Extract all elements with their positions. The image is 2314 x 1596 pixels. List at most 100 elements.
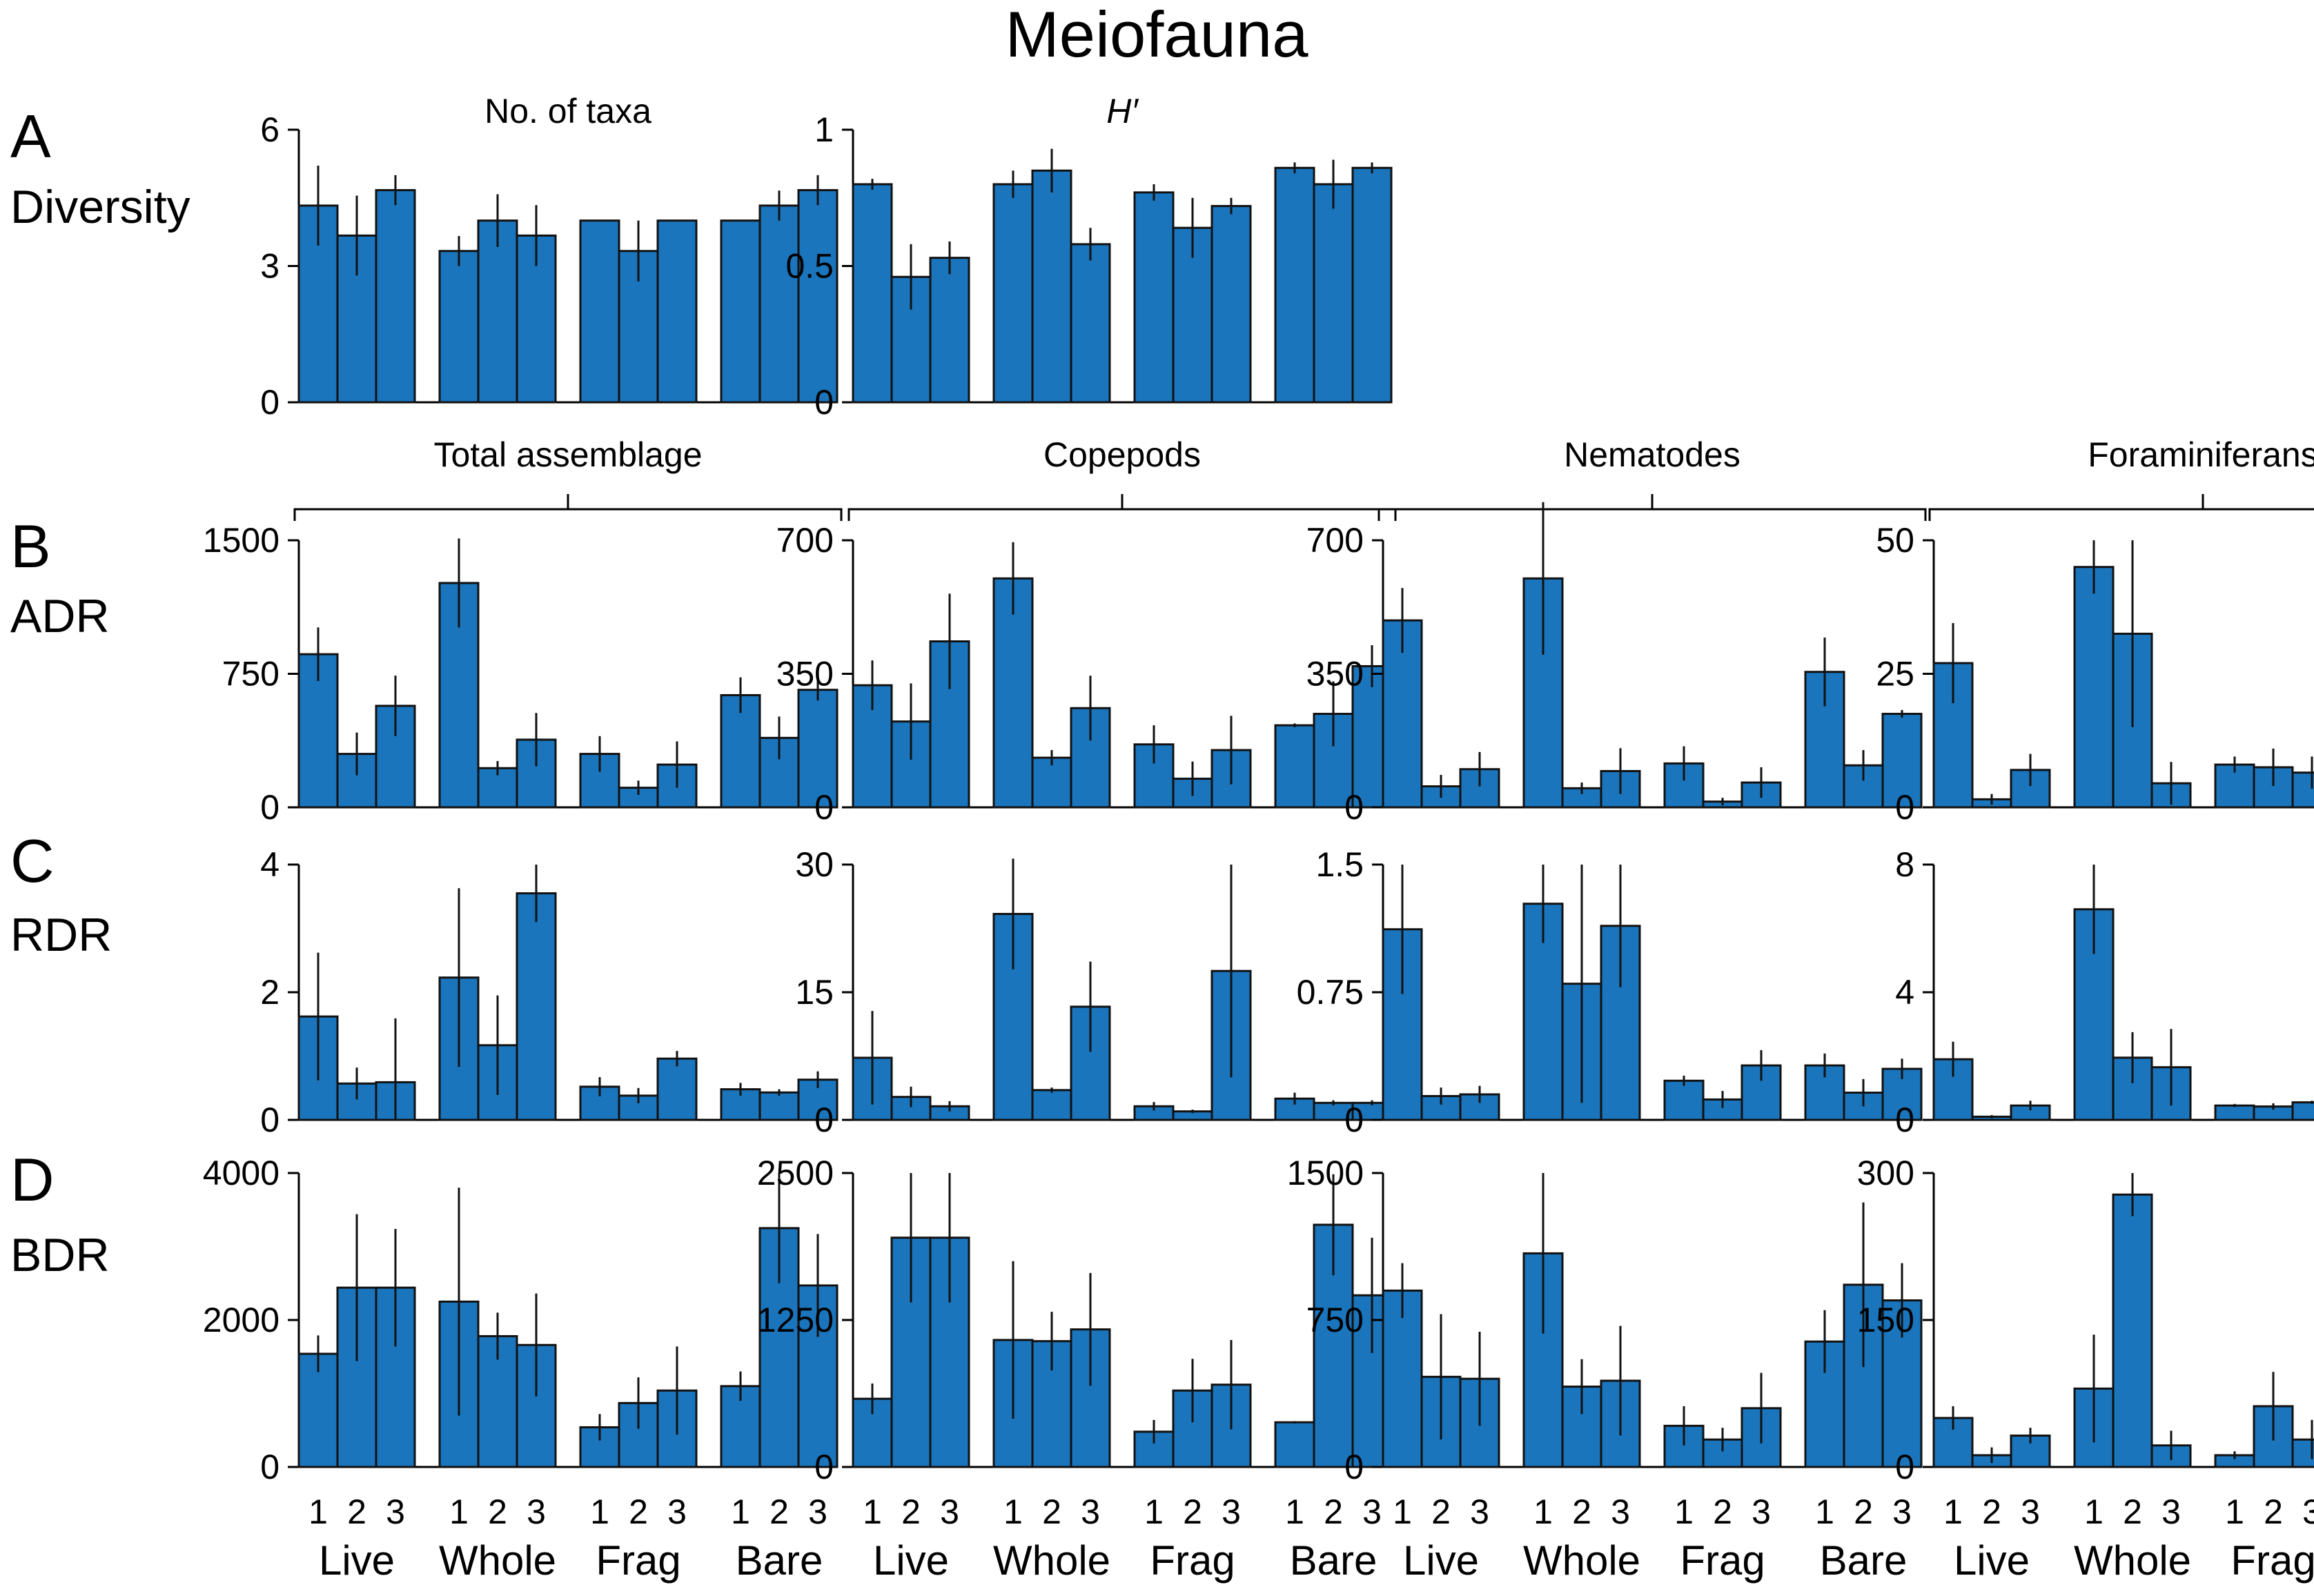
- bar: [516, 892, 557, 1121]
- y-tick-label: 0: [1344, 788, 1364, 827]
- y-tick-label: 25: [1876, 655, 1914, 693]
- replicate-label: 1: [590, 1492, 609, 1531]
- y-tick-label: 750: [1306, 1301, 1364, 1339]
- bar: [1031, 169, 1072, 404]
- replicate-label: 1: [1003, 1492, 1023, 1531]
- replicate-label: 1: [2225, 1492, 2244, 1531]
- column-group-label: Foraminiferans: [2088, 435, 2314, 474]
- bar: [1274, 724, 1315, 809]
- replicate-label: 1: [731, 1492, 750, 1531]
- bar: [477, 219, 518, 404]
- panel-c4: 0 4 8: [1895, 845, 2314, 1139]
- panel-title: H′: [1106, 92, 1139, 130]
- group-brace: [847, 494, 1397, 521]
- y-tick-label: 0: [1344, 1448, 1364, 1486]
- y-tick-label: 6: [260, 110, 280, 149]
- site-label: Frag: [1680, 1537, 1765, 1584]
- panel-c1: 0 2 4: [260, 845, 839, 1139]
- replicate-label: 1: [1285, 1492, 1304, 1531]
- panel-a2: 0 0.5 1 H′: [785, 92, 1393, 422]
- replicate-label: 2: [347, 1492, 366, 1531]
- panel-b3: 0 350 700: [1306, 502, 1923, 827]
- y-tick-label: 1: [814, 110, 834, 149]
- row-label-rdr: RDR: [10, 909, 112, 961]
- panel-a1: 0 3 6 No. of taxa: [260, 92, 839, 422]
- bar: [2073, 566, 2115, 809]
- y-tick-label: 15: [795, 973, 834, 1012]
- replicate-label: 1: [1674, 1492, 1694, 1531]
- replicate-label: 2: [901, 1492, 921, 1531]
- y-tick-label: 0: [1344, 1101, 1364, 1139]
- y-tick-label: 2000: [203, 1301, 280, 1339]
- bar: [1351, 166, 1393, 404]
- bar: [797, 189, 839, 404]
- bar: [1210, 205, 1252, 404]
- replicate-label: 3: [386, 1492, 405, 1531]
- bar: [797, 689, 839, 809]
- site-label: Live: [1403, 1537, 1479, 1584]
- group-brace: [1377, 494, 1927, 521]
- bar: [852, 183, 893, 404]
- panel-title: No. of taxa: [484, 92, 651, 130]
- replicate-label: 2: [1324, 1492, 1343, 1531]
- bar: [656, 1057, 698, 1121]
- bar: [929, 257, 970, 404]
- figure-title: Meiofauna: [1006, 0, 1309, 70]
- replicate-label: 2: [2123, 1492, 2142, 1531]
- bar: [992, 577, 1034, 809]
- replicate-label: 3: [808, 1492, 827, 1531]
- row-label-adr: ADR: [10, 590, 110, 642]
- site-label: Frag: [596, 1537, 680, 1584]
- y-tick-label: 350: [1306, 655, 1364, 693]
- replicate-label: 1: [1144, 1492, 1164, 1531]
- panel-b1: 0 750 1500: [203, 521, 839, 827]
- bar: [1031, 756, 1072, 809]
- y-tick-label: 3: [260, 247, 280, 286]
- replicate-label: 2: [488, 1492, 507, 1531]
- replicate-label: 3: [1222, 1492, 1241, 1531]
- replicate-label: 2: [1572, 1492, 1591, 1531]
- y-tick-label: 0: [814, 1101, 834, 1139]
- replicate-label: 3: [1362, 1492, 1382, 1531]
- row-label-bdr: BDR: [10, 1229, 110, 1281]
- site-label: Frag: [1150, 1537, 1235, 1584]
- y-tick-label: 0: [260, 383, 280, 422]
- bar: [929, 640, 970, 809]
- replicate-label: 1: [863, 1492, 882, 1531]
- bar: [758, 1091, 800, 1121]
- bar: [656, 219, 698, 404]
- y-tick-label: 0: [1895, 1101, 1914, 1139]
- bar: [1133, 191, 1175, 404]
- bar: [2112, 1193, 2153, 1468]
- replicate-label: 2: [769, 1492, 789, 1531]
- bar: [438, 250, 480, 404]
- group-brace: [1928, 494, 2314, 521]
- site-label: Frag: [2230, 1537, 2314, 1584]
- y-tick-label: 0: [260, 788, 280, 827]
- replicate-label: 3: [940, 1492, 959, 1531]
- bar: [2291, 1438, 2314, 1468]
- y-tick-label: 0: [1895, 788, 1914, 827]
- panel-b2: 0 350 700: [776, 521, 1393, 827]
- y-tick-label: 2: [260, 973, 280, 1012]
- replicate-label: 3: [2161, 1492, 2181, 1531]
- bar: [1274, 1421, 1315, 1468]
- site-label: Bare: [1290, 1537, 1377, 1584]
- y-tick-label: 50: [1876, 521, 1914, 560]
- replicate-label: 2: [1982, 1492, 2001, 1531]
- y-tick-label: 1500: [1287, 1154, 1364, 1192]
- panel-b4: 0 25 50: [1876, 521, 2314, 827]
- row-label-diversity: Diversity: [10, 181, 190, 233]
- site-label: Live: [319, 1537, 395, 1584]
- bar: [720, 219, 761, 404]
- y-tick-label: 4000: [203, 1154, 280, 1192]
- bar: [1031, 1089, 1072, 1121]
- panel-c3: 0 0.75 1.5: [1297, 845, 1923, 1139]
- y-tick-label: 300: [1857, 1154, 1914, 1192]
- replicate-label: 2: [1854, 1492, 1873, 1531]
- y-tick-label: 0.75: [1297, 973, 1364, 1012]
- bar: [1313, 183, 1354, 404]
- y-tick-label: 700: [776, 521, 834, 560]
